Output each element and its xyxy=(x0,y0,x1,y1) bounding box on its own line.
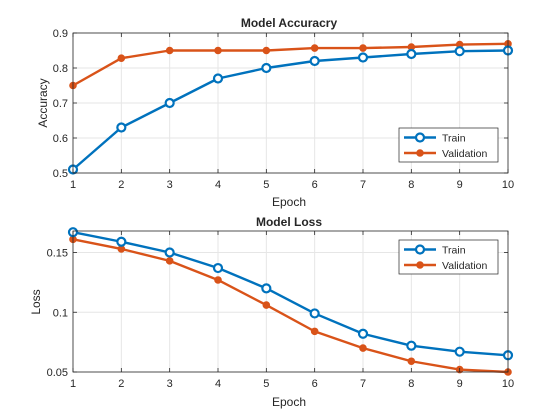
loss-train-line xyxy=(72,231,509,357)
accuracy-validation-point xyxy=(262,46,271,55)
loss-axes-box xyxy=(72,230,509,373)
accuracy-x-tick-label: 1 xyxy=(70,179,76,191)
accuracy-legend-validation-label: Validation xyxy=(442,148,487,160)
accuracy-y-tick-label: 0.7 xyxy=(53,98,68,110)
accuracy-legend[interactable]: Train Validation xyxy=(398,127,499,163)
loss-legend-validation-label: Validation xyxy=(442,260,487,272)
accuracy-train-point xyxy=(261,62,272,74)
loss-validation-line xyxy=(72,238,509,374)
loss-validation-point xyxy=(165,257,174,265)
loss-legend-train-label: Train xyxy=(442,245,466,257)
accuracy-y-tick-label: 0.6 xyxy=(53,133,68,145)
accuracy-train-point xyxy=(309,55,320,67)
accuracy-legend-train-label: Train xyxy=(442,133,466,145)
loss-y-tick-label: 0.1 xyxy=(53,307,68,319)
accuracy-x-tick-label: 8 xyxy=(408,179,414,191)
loss-x-tick-label: 9 xyxy=(457,378,463,390)
accuracy-x-tick-label: 4 xyxy=(215,179,221,191)
accuracy-x-tick-label: 6 xyxy=(312,179,318,191)
loss-train-point xyxy=(212,262,224,274)
loss-x-tick-label: 1 xyxy=(70,378,76,390)
loss-x-tick-label: 8 xyxy=(408,378,414,390)
loss-train-point xyxy=(454,346,465,357)
accuracy-series xyxy=(67,40,514,175)
accuracy-x-tick-label: 7 xyxy=(360,179,366,191)
loss-x-tick-label: 2 xyxy=(118,378,124,390)
loss-validation-point xyxy=(359,344,367,352)
accuracy-y-tick-label: 0.5 xyxy=(53,168,68,180)
loss-x-tick-label: 4 xyxy=(215,378,221,390)
loss-legend-train-marker xyxy=(414,244,426,255)
accuracy-legend-validation-marker xyxy=(416,149,424,157)
loss-x-tick-label: 3 xyxy=(167,378,173,390)
loss-x-axis-label: Epoch xyxy=(272,395,306,409)
accuracy-x-tick-label: 5 xyxy=(263,179,269,191)
loss-train-point xyxy=(261,283,272,294)
loss-train-point xyxy=(357,328,369,339)
accuracy-train-point xyxy=(357,52,369,63)
accuracy-y-tick-label: 0.8 xyxy=(53,63,68,75)
accuracy-legend-train-marker xyxy=(414,132,426,143)
accuracy-x-tick-label: 3 xyxy=(167,179,173,191)
loss-x-tick-label: 5 xyxy=(263,378,269,390)
loss-legend-validation-marker xyxy=(416,261,424,269)
accuracy-x-axis-label: Epoch xyxy=(272,195,306,209)
accuracy-x-tick-label: 10 xyxy=(502,179,514,191)
accuracy-validation-point xyxy=(117,54,126,63)
loss-y-tick-label: 0.15 xyxy=(47,248,68,260)
loss-validation-point xyxy=(214,276,222,284)
accuracy-train-point xyxy=(116,122,127,133)
accuracy-train-point xyxy=(406,48,417,60)
accuracy-train-point xyxy=(212,73,224,84)
loss-x-tick-label: 10 xyxy=(502,378,514,390)
accuracy-validation-point xyxy=(310,44,319,52)
loss-train-point xyxy=(116,236,127,247)
loss-subplot: Model Loss 1 2 3 4 5 6 7 8 9 10 0.05 0.1 0.15 Train V… xyxy=(29,215,514,409)
accuracy-chart-title: Model Accuracry xyxy=(241,16,338,30)
loss-legend-box xyxy=(398,239,499,275)
accuracy-y-axis-label: Accuracy xyxy=(36,78,50,127)
loss-legend[interactable]: Train Validation xyxy=(398,239,499,275)
accuracy-train-point xyxy=(454,46,465,57)
loss-x-tick-label: 6 xyxy=(312,378,318,390)
loss-y-axis-label: Loss xyxy=(29,289,43,314)
accuracy-axes-box xyxy=(72,32,509,174)
accuracy-y-tick-label: 0.9 xyxy=(53,28,68,40)
accuracy-train-point xyxy=(164,97,175,109)
accuracy-x-tick-label: 2 xyxy=(118,179,124,191)
loss-y-tick-label: 0.05 xyxy=(47,367,68,379)
loss-train-point xyxy=(406,340,417,351)
accuracy-axes: 1 2 3 4 5 6 7 8 9 10 0.5 0.6 0.7 0.8 0.9 xyxy=(53,28,514,191)
accuracy-subplot: Model Accuracry 1 2 3 4 5 6 7 8 9 10 0.5 0.6 0.7 0.8 0… xyxy=(36,16,514,209)
accuracy-train-line xyxy=(72,49,509,171)
loss-validation-point xyxy=(407,357,416,366)
accuracy-validation-point xyxy=(359,44,367,52)
accuracy-legend-box xyxy=(398,127,499,163)
loss-train-point xyxy=(309,308,320,319)
loss-x-tick-label: 7 xyxy=(360,378,366,390)
loss-axes: 1 2 3 4 5 6 7 8 9 10 0.05 0.1 0.15 xyxy=(47,230,514,390)
accuracy-validation-line xyxy=(72,42,509,87)
loss-validation-point xyxy=(310,327,319,336)
loss-validation-point xyxy=(262,301,271,309)
loss-chart-title: Model Loss xyxy=(256,215,322,229)
accuracy-x-tick-label: 9 xyxy=(457,179,463,191)
accuracy-validation-point xyxy=(214,46,222,55)
accuracy-validation-point xyxy=(165,46,174,55)
loss-train-point xyxy=(164,247,175,258)
